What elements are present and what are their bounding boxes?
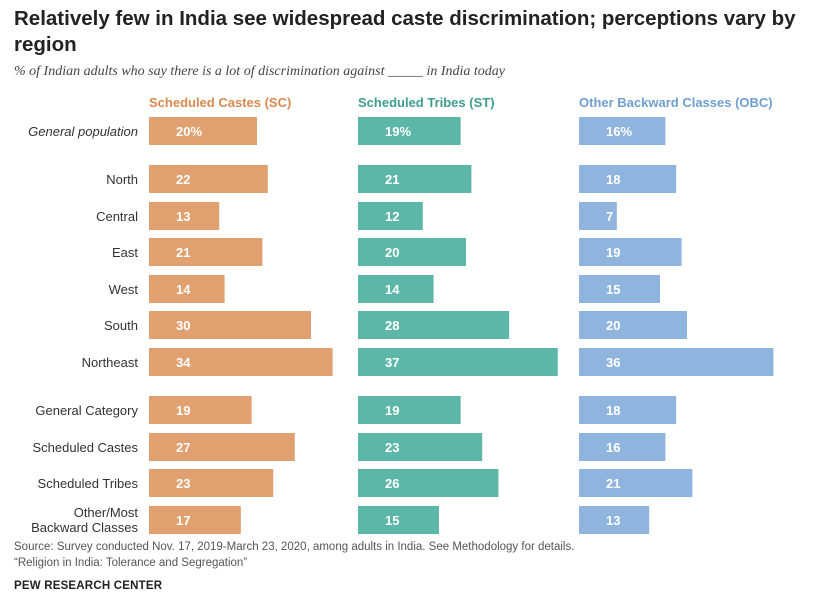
series-header-obc: Other Backward Classes (OBC) [579, 95, 773, 110]
value-label-obc-south: 20 [606, 318, 620, 333]
value-label-sc-general-category: 19 [176, 403, 190, 418]
bar-obc-east [579, 238, 682, 266]
category-label-central: Central [96, 209, 138, 224]
value-label-obc-east: 19 [606, 245, 620, 260]
value-label-obc-scheduled-castes: 16 [606, 440, 620, 455]
bar-sc-scheduled-castes [149, 433, 295, 461]
chart-title: Relatively few in India see widespread c… [14, 7, 796, 56]
value-label-st-northeast: 37 [385, 355, 399, 370]
value-label-sc-other-most-backward-classes: 17 [176, 513, 190, 528]
value-label-st-general-category: 19 [385, 403, 399, 418]
bar-obc-central [579, 202, 617, 230]
category-label-scheduled-castes: Scheduled Castes [32, 440, 138, 455]
category-label-south: South [104, 318, 138, 333]
bar-st-central [358, 202, 423, 230]
value-label-obc-general-category: 18 [606, 403, 620, 418]
value-label-sc-west: 14 [176, 282, 191, 297]
value-label-st-north: 21 [385, 172, 399, 187]
value-label-sc-general-population: 20% [176, 124, 202, 139]
value-label-sc-central: 13 [176, 209, 190, 224]
bar-obc-scheduled-tribes [579, 469, 693, 497]
value-label-st-general-population: 19% [385, 124, 411, 139]
bar-st-general-population [358, 117, 461, 145]
bar-sc-other-most-backward-classes [149, 506, 241, 534]
category-label-northeast: Northeast [82, 355, 139, 370]
category-label-scheduled-tribes: Scheduled Tribes [38, 476, 139, 491]
value-label-sc-scheduled-castes: 27 [176, 440, 190, 455]
value-label-obc-central: 7 [606, 209, 613, 224]
value-label-sc-scheduled-tribes: 23 [176, 476, 190, 491]
source-note: Source: Survey conducted Nov. 17, 2019-M… [14, 541, 575, 553]
bar-sc-south [149, 311, 311, 339]
series-header-st: Scheduled Tribes (ST) [358, 95, 495, 110]
series-header-sc: Scheduled Castes (SC) [149, 95, 291, 110]
value-label-st-east: 20 [385, 245, 399, 260]
bar-sc-scheduled-tribes [149, 469, 274, 497]
value-label-st-central: 12 [385, 209, 399, 224]
chart-subtitle: % of Indian adults who say there is a lo… [14, 64, 506, 79]
bar-obc-northeast [579, 348, 774, 376]
value-label-obc-west: 15 [606, 282, 620, 297]
category-label-north: North [106, 172, 138, 187]
bar-st-south [358, 311, 510, 339]
bar-chart: Scheduled Castes (SC) Scheduled Tribes (S… [28, 95, 774, 535]
report-title: “Religion in India: Tolerance and Segreg… [14, 557, 248, 569]
value-label-obc-other-most-backward-classes: 13 [606, 513, 620, 528]
value-label-sc-east: 21 [176, 245, 190, 260]
bar-st-general-category [358, 396, 461, 424]
value-label-sc-south: 30 [176, 318, 190, 333]
value-label-st-scheduled-tribes: 26 [385, 476, 399, 491]
bar-sc-central [149, 202, 220, 230]
category-label-east: East [112, 245, 138, 260]
bar-obc-north [579, 165, 677, 193]
bar-obc-general-population [579, 117, 666, 145]
bar-sc-west [149, 275, 225, 303]
bar-obc-west [579, 275, 660, 303]
value-label-st-west: 14 [385, 282, 400, 297]
bar-sc-northeast [149, 348, 333, 376]
bar-sc-general-population [149, 117, 257, 145]
bar-st-other-most-backward-classes [358, 506, 439, 534]
bar-obc-south [579, 311, 687, 339]
value-label-sc-north: 22 [176, 172, 190, 187]
value-label-sc-northeast: 34 [176, 355, 191, 370]
bar-st-scheduled-castes [358, 433, 483, 461]
bar-obc-general-category [579, 396, 677, 424]
category-label-general-category: General Category [35, 403, 138, 418]
category-label-other-most-backward-classes: Other/Most Backward Classes [31, 505, 138, 535]
value-label-st-other-most-backward-classes: 15 [385, 513, 399, 528]
bar-st-west [358, 275, 434, 303]
bar-st-northeast [358, 348, 558, 376]
bar-st-east [358, 238, 466, 266]
bar-sc-general-category [149, 396, 252, 424]
bar-sc-east [149, 238, 263, 266]
pew-logo: PEW RESEARCH CENTER [14, 580, 163, 592]
value-label-obc-general-population: 16% [606, 124, 632, 139]
value-label-obc-north: 18 [606, 172, 620, 187]
value-label-st-scheduled-castes: 23 [385, 440, 399, 455]
value-label-obc-scheduled-tribes: 21 [606, 476, 620, 491]
category-label-west: West [109, 282, 139, 297]
category-label-general-population: General population [28, 124, 138, 139]
bar-obc-scheduled-castes [579, 433, 666, 461]
value-label-obc-northeast: 36 [606, 355, 620, 370]
bar-obc-other-most-backward-classes [579, 506, 650, 534]
value-label-st-south: 28 [385, 318, 399, 333]
bar-st-north [358, 165, 472, 193]
bar-st-scheduled-tribes [358, 469, 499, 497]
bar-sc-north [149, 165, 268, 193]
